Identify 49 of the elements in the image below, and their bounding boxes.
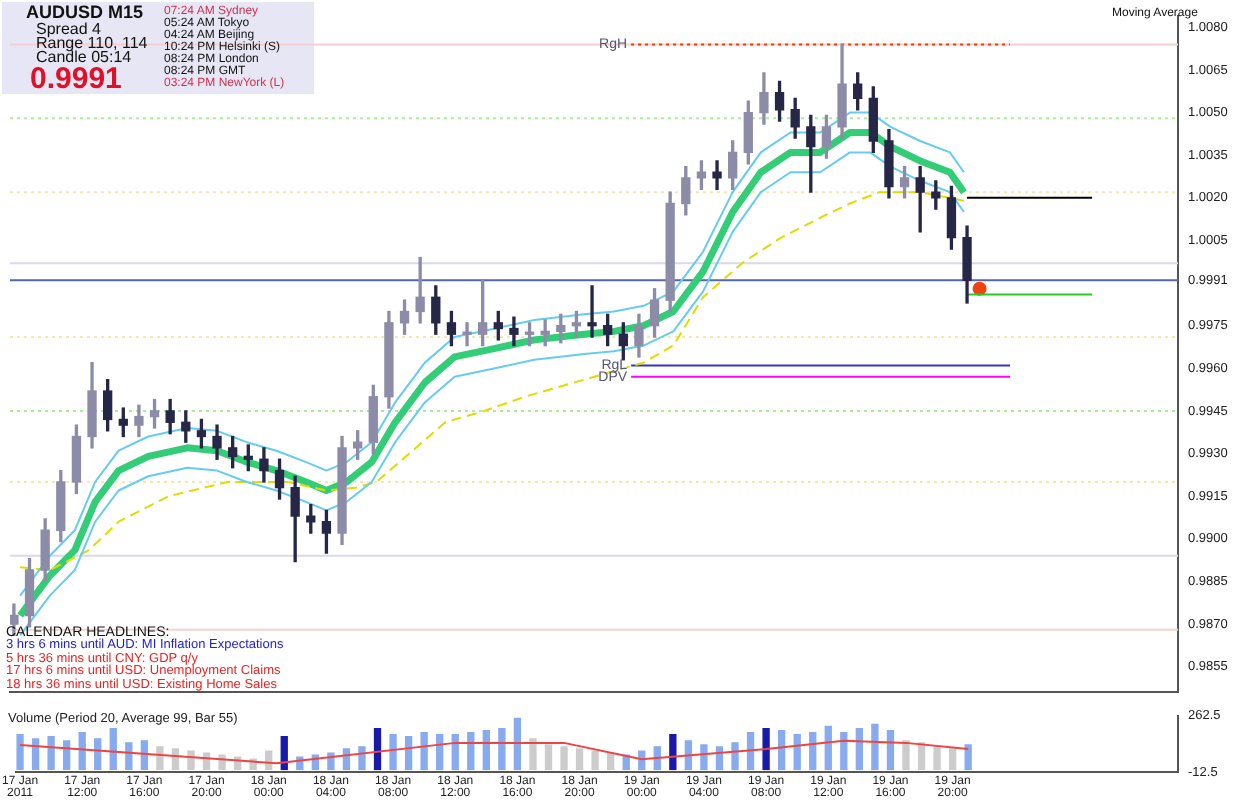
- bar: [855, 727, 864, 771]
- bar: [948, 748, 957, 771]
- annotation: 0.9991: [30, 62, 122, 96]
- bar: [762, 727, 770, 771]
- candlestick: [587, 285, 597, 338]
- bar: [358, 746, 366, 771]
- bar: [964, 744, 972, 771]
- bar: [94, 738, 102, 771]
- bar: [809, 732, 817, 771]
- bar: [513, 717, 522, 771]
- bar: [746, 732, 755, 771]
- annotation: Range 110, 114: [36, 34, 148, 52]
- bar: [700, 744, 708, 771]
- bar: [886, 729, 895, 771]
- bar: [669, 734, 677, 771]
- bar: [824, 725, 832, 771]
- bar: [840, 732, 848, 771]
- bar: [544, 744, 553, 771]
- bar: [47, 736, 55, 771]
- bar: [498, 727, 506, 771]
- bar: [280, 736, 288, 771]
- bar: [467, 732, 475, 771]
- bar: [482, 729, 490, 771]
- candlestick: [462, 322, 472, 347]
- bar: [31, 738, 40, 771]
- bar: [404, 736, 413, 771]
- bar: [156, 746, 164, 771]
- bar: [529, 738, 537, 771]
- annotation: Spread 4: [36, 20, 101, 38]
- bar: [902, 740, 910, 771]
- bar: [777, 729, 786, 771]
- candlestick: [712, 160, 722, 190]
- bar: [575, 748, 584, 771]
- bar: [389, 734, 397, 771]
- annotation: AUDUSD M15: [26, 2, 144, 22]
- bar: [793, 734, 801, 771]
- bar: [451, 734, 459, 771]
- bar: [436, 734, 444, 771]
- bar: [731, 742, 739, 771]
- bar: [109, 727, 117, 771]
- bar: [78, 732, 86, 771]
- annotation: Candle 05:14: [36, 48, 132, 66]
- bar: [420, 732, 428, 771]
- bar: [871, 723, 879, 771]
- bar: [373, 727, 382, 771]
- bar: [591, 750, 599, 771]
- bar: [560, 746, 568, 771]
- bar: [16, 734, 24, 771]
- bar: [933, 746, 941, 771]
